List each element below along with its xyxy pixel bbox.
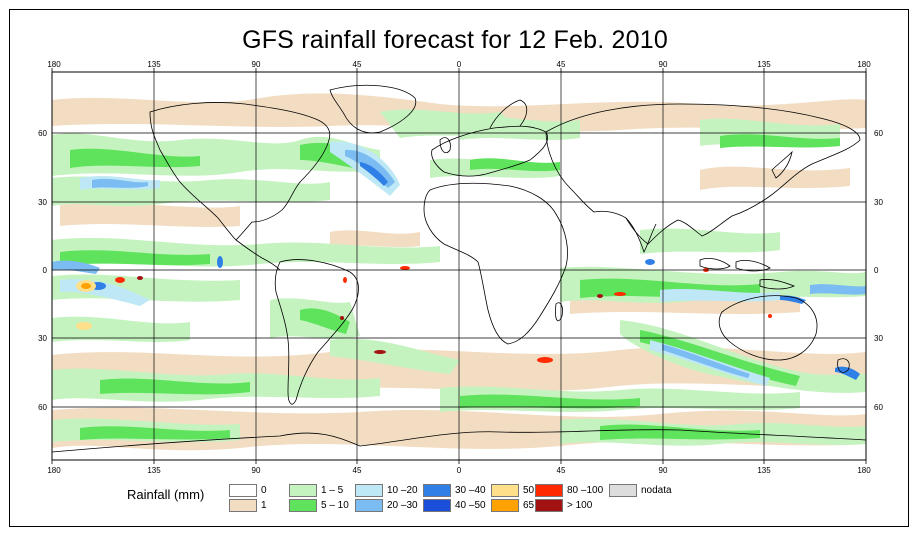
- legend-swatch: [355, 484, 383, 497]
- lon-label: 45: [557, 466, 566, 475]
- lon-label: 135: [757, 466, 771, 475]
- graticule: [52, 72, 866, 460]
- lat-label: 60: [874, 129, 883, 138]
- lon-tick-marks: [51, 68, 867, 464]
- lat-label: 30: [38, 198, 47, 207]
- lon-label: 90: [252, 466, 261, 475]
- legend-swatch: [423, 499, 451, 512]
- lon-label: 180: [47, 466, 61, 475]
- lat-label: 0: [874, 266, 879, 275]
- legend-label: nodata: [641, 485, 672, 496]
- lon-label: 0: [457, 466, 462, 475]
- legend-label: 0: [261, 485, 267, 496]
- legend-swatch: [229, 499, 257, 512]
- legend-label: 30 –40: [455, 485, 486, 496]
- rain-heavy-cores: [76, 266, 772, 363]
- legend-title: Rainfall (mm): [127, 487, 205, 502]
- figure-frame: [9, 9, 909, 527]
- lat-labels-right: 60 30 0 30 60: [874, 129, 883, 412]
- lon-label: 45: [353, 60, 362, 69]
- legend-swatch: [229, 484, 257, 497]
- legend-swatch: [535, 484, 563, 497]
- legend-label: 1 – 5: [321, 485, 344, 496]
- legend-label: 1: [261, 500, 267, 511]
- lon-labels-bottom: 180 135 90 45 0 45 90 135 180: [47, 466, 871, 475]
- legend-swatch: [609, 484, 637, 497]
- lat-label: 30: [38, 334, 47, 343]
- legend-swatch: [289, 484, 317, 497]
- lon-label: 90: [659, 466, 668, 475]
- legend-label: 20 –30: [387, 500, 418, 511]
- legend-label: 80 –100: [567, 485, 604, 496]
- legend-label: > 100: [567, 500, 593, 511]
- lon-label: 45: [353, 466, 362, 475]
- legend-label: 5 – 10: [321, 500, 349, 511]
- lon-label: 135: [757, 60, 771, 69]
- lon-label: 90: [659, 60, 668, 69]
- legend-label: 40 –50: [455, 500, 486, 511]
- lon-label: 45: [557, 60, 566, 69]
- lon-label: 90: [252, 60, 261, 69]
- lat-label: 60: [38, 403, 47, 412]
- legend-swatch: [289, 499, 317, 512]
- legend-swatch: [423, 484, 451, 497]
- lon-label: 0: [457, 60, 462, 69]
- legend-swatch: [535, 499, 563, 512]
- lat-label: 30: [874, 334, 883, 343]
- lon-label: 180: [857, 466, 871, 475]
- lat-labels-left: 60 30 0 30 60: [38, 129, 47, 412]
- lat-label: 0: [43, 266, 48, 275]
- legend-swatch: [491, 484, 519, 497]
- map-title: GFS rainfall forecast for 12 Feb. 2010: [242, 26, 668, 54]
- legend-swatch: [491, 499, 519, 512]
- legend-label: 10 –20: [387, 485, 418, 496]
- lat-label: 60: [38, 129, 47, 138]
- lon-label: 135: [147, 60, 161, 69]
- lon-label: 180: [47, 60, 61, 69]
- legend-swatch: [355, 499, 383, 512]
- lon-labels-top: 180 135 90 45 0 45 90 135 180: [47, 60, 871, 69]
- lat-label: 30: [874, 198, 883, 207]
- lon-label: 180: [857, 60, 871, 69]
- coastlines: [52, 84, 866, 453]
- lon-label: 135: [147, 466, 161, 475]
- lat-label: 60: [874, 403, 883, 412]
